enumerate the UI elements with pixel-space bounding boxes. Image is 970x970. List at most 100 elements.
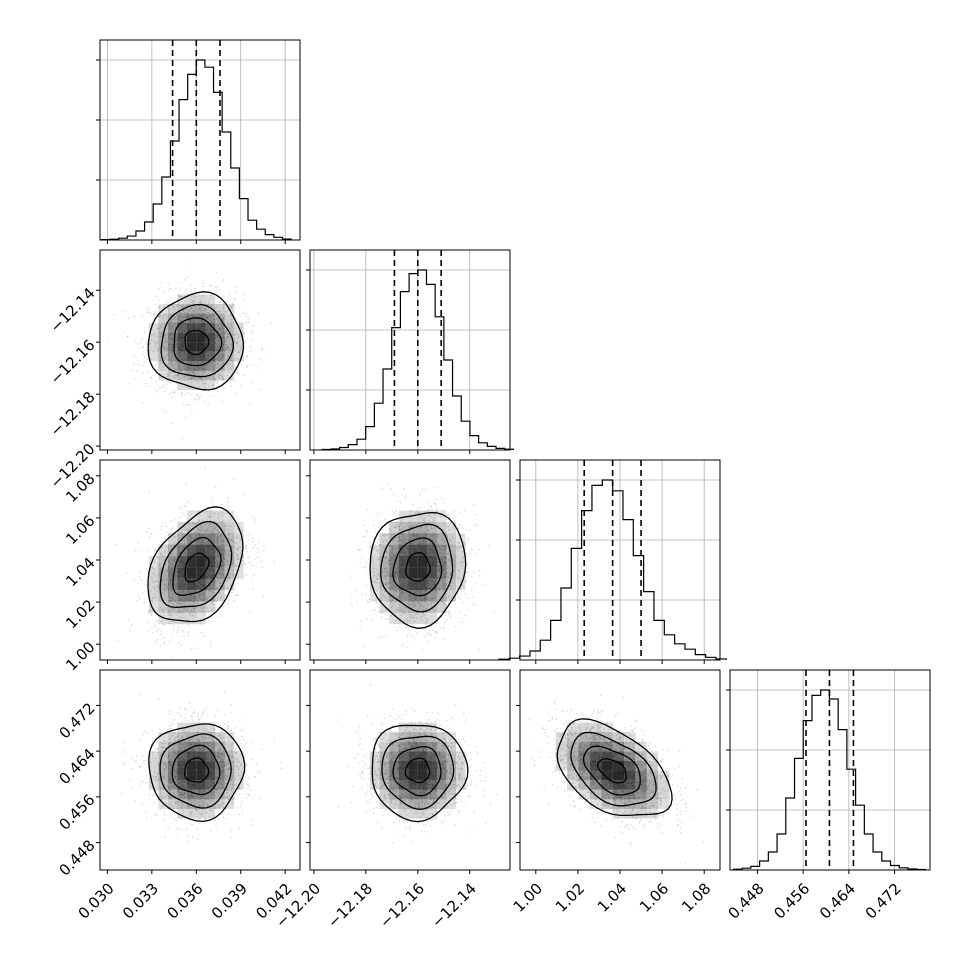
sample-point (232, 562, 234, 564)
sample-point (429, 599, 432, 602)
sample-point (210, 294, 212, 297)
sample-point (165, 339, 167, 342)
sample-point (221, 324, 223, 327)
sample-point (177, 599, 179, 602)
density-cell (215, 303, 225, 314)
sample-point (429, 505, 432, 508)
sample-point (431, 538, 433, 540)
sample-point (377, 574, 380, 577)
sample-point (195, 542, 197, 545)
sample-point (198, 396, 201, 399)
sample-point (228, 325, 230, 328)
sample-point (224, 339, 227, 341)
sample-point (172, 306, 175, 308)
density-cell (215, 578, 225, 591)
sample-point (227, 528, 230, 530)
sample-point (138, 575, 141, 578)
sample-point (458, 546, 460, 549)
sample-point (170, 528, 173, 531)
sample-point (225, 348, 227, 350)
sample-point (438, 589, 440, 591)
sample-point (374, 531, 377, 533)
sample-point (375, 599, 377, 602)
sample-point (174, 316, 176, 319)
density-cell (186, 567, 197, 579)
sample-point (219, 591, 221, 594)
sample-point (150, 533, 153, 536)
sample-point (359, 548, 362, 550)
sample-point (225, 563, 227, 566)
sample-point (199, 598, 202, 601)
sample-point (441, 578, 444, 581)
density-contour (392, 537, 443, 597)
sample-point (169, 610, 171, 613)
sample-point (444, 607, 446, 609)
sample-point (409, 661, 411, 663)
sample-point (453, 569, 455, 572)
sample-point (455, 555, 457, 558)
sample-point (229, 327, 232, 330)
sample-point (433, 540, 436, 542)
density-cell (417, 567, 428, 579)
sample-point (394, 526, 397, 528)
sample-point (446, 579, 449, 581)
sample-point (223, 594, 226, 597)
sample-point (198, 596, 201, 599)
sample-point (386, 598, 389, 601)
sample-point (455, 564, 457, 566)
sample-point (149, 342, 152, 345)
sample-point (385, 568, 388, 570)
sample-point (435, 589, 438, 592)
sample-point (429, 537, 431, 540)
sample-point (165, 342, 167, 344)
density-cell (177, 361, 187, 371)
sample-point (248, 561, 251, 564)
sample-point (404, 514, 407, 516)
sample-point (222, 377, 224, 380)
sample-point (411, 601, 414, 604)
sample-point (142, 338, 144, 340)
sample-point (162, 522, 164, 525)
density-cell (417, 510, 428, 522)
sample-point (183, 547, 185, 549)
sample-point (192, 615, 195, 617)
density-cell (224, 342, 235, 352)
sample-point (391, 605, 393, 607)
sample-point (233, 304, 236, 306)
sample-point (154, 589, 157, 592)
sample-point (242, 556, 245, 558)
sample-point (381, 635, 384, 638)
sample-point (420, 529, 422, 532)
sample-point (155, 596, 157, 599)
sample-point (229, 525, 232, 528)
y-tick-label: −12.16 (47, 336, 99, 388)
sample-point (400, 614, 402, 616)
density-contour (147, 506, 244, 623)
sample-point (233, 559, 235, 561)
sample-point (446, 553, 449, 555)
sample-point (176, 631, 178, 634)
sample-point (402, 539, 404, 541)
density-cell (389, 533, 399, 545)
sample-point (467, 555, 470, 557)
sample-point (154, 303, 157, 306)
sample-point (446, 573, 449, 576)
sample-point (430, 598, 433, 601)
sample-point (219, 548, 222, 550)
sample-point (471, 576, 473, 578)
sample-point (158, 306, 161, 309)
sample-point (156, 584, 159, 587)
sample-point (225, 344, 227, 346)
sample-point (184, 369, 187, 371)
density-cell (205, 544, 216, 556)
density-cell (177, 351, 187, 362)
density-cell (234, 351, 244, 362)
sample-point (378, 553, 381, 555)
density-cell (186, 332, 197, 343)
sample-point (445, 571, 448, 574)
sample-point (185, 276, 188, 279)
sample-point (221, 573, 224, 576)
sample-point (226, 556, 229, 559)
sample-point (254, 558, 257, 560)
panel-frame (99, 249, 301, 451)
